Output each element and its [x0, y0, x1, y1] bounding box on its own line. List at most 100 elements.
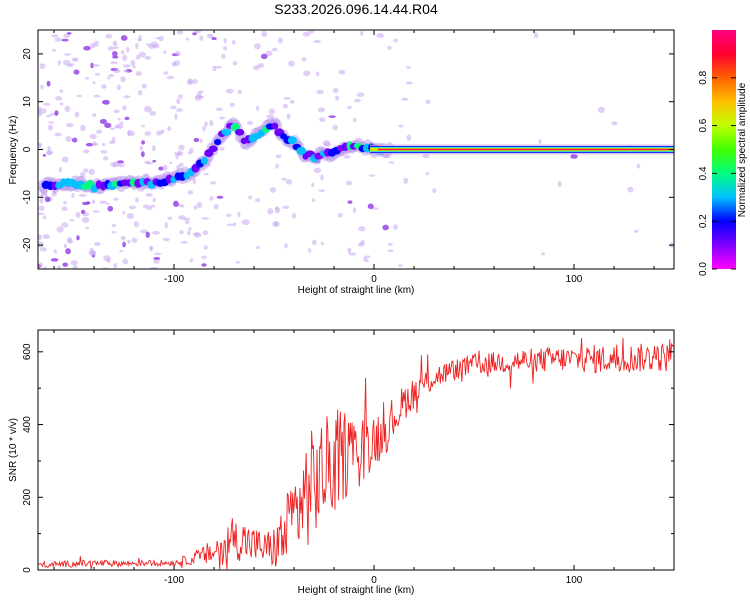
- spectrogram-noise-blob: [203, 172, 209, 176]
- spectrogram-noise-blob: [359, 30, 364, 36]
- spectrogram-noise-blob: [178, 215, 186, 220]
- spectrogram-noise-blob: [111, 224, 117, 228]
- spectrogram-noise-blob: [425, 172, 430, 176]
- spectrogram-ridge-blob: [213, 138, 222, 146]
- snr-frame: [37, 329, 675, 571]
- spectrogram-noise-blob: [317, 107, 325, 113]
- spectrogram-noise-blob: [225, 88, 234, 94]
- spectrogram-noise-blob: [54, 110, 59, 116]
- y-tick-label: 20: [22, 48, 33, 60]
- spectrogram-noise-blob: [120, 235, 126, 241]
- spectrogram-noise-blob: [108, 73, 115, 78]
- spectrogram-noise-blob: [107, 46, 115, 51]
- spectrogram-noise-blob: [557, 180, 562, 188]
- spectrogram-noise-blob: [47, 145, 51, 152]
- x-tick-label: 0: [371, 274, 377, 285]
- spectrogram-noise-blob: [171, 61, 177, 67]
- spectrogram-noise-blob: [265, 50, 273, 57]
- spectrogram-noise-blob: [284, 243, 288, 249]
- spectrogram-noise-blob: [142, 204, 150, 209]
- spectrogram-noise-blob: [254, 198, 261, 203]
- spectrogram-noise-blob: [203, 245, 208, 251]
- spectrogram-noise-blob: [127, 239, 131, 244]
- spectrogram-noise-blob: [123, 95, 131, 99]
- spectrogram-noise-blob: [611, 121, 618, 126]
- spectrogram-noise-blob: [149, 266, 158, 269]
- spectrogram-noise-blob: [135, 42, 139, 50]
- spectrogram-noise-blob: [71, 192, 75, 199]
- spectrogram-noise-blob: [256, 105, 260, 112]
- spectrogram-noise-blob: [107, 205, 114, 212]
- spectrogram-noise-blob: [387, 242, 393, 246]
- x-tick-label: 100: [566, 274, 583, 285]
- spectrogram-noise-blob: [83, 149, 90, 154]
- spectrogram-noise-blob: [246, 121, 254, 126]
- spectrogram-noise-blob: [212, 65, 217, 72]
- spectrogram-noise-blob: [226, 213, 232, 218]
- spectrogram-noise-blob: [163, 71, 169, 75]
- spectrogram-noise-blob: [102, 156, 109, 161]
- spectrogram-noise-blob: [156, 130, 162, 136]
- spectrogram-noise-blob: [124, 116, 130, 121]
- colorbar-tick-label: 0.0: [698, 262, 709, 276]
- spectrogram-noise-blob: [176, 108, 184, 113]
- spectrogram-noise-blob: [78, 193, 87, 197]
- spectrogram-noise-blob: [174, 152, 178, 156]
- spectrogram-noise-blob: [187, 190, 194, 195]
- spectrogram-noise-blob: [346, 105, 352, 109]
- spectrogram-noise-blob: [141, 83, 147, 89]
- spectrogram-ridge-blob: [234, 128, 245, 136]
- colorbar-label: Normalized spectral amplitude: [737, 82, 748, 217]
- spectrogram-noise-blob: [209, 120, 214, 127]
- spectrogram-noise-blob: [100, 150, 108, 154]
- spectrogram-noise-blob: [382, 224, 389, 231]
- spectrogram-noise-blob: [405, 81, 414, 85]
- spectrogram-noise-blob: [65, 248, 71, 255]
- spectrogram-noise-blob: [83, 45, 91, 51]
- spectrogram-noise-blob: [570, 154, 578, 159]
- spectrogram-ridge-blob: [208, 145, 218, 153]
- spectrogram-noise-blob: [345, 180, 353, 186]
- spectrogram-noise-blob: [40, 192, 48, 199]
- spectrogram-noise-blob: [120, 50, 125, 55]
- spectrogram-noise-blob: [71, 137, 78, 143]
- spectrogram-noise-blob: [38, 234, 43, 241]
- spectrogram-noise-blob: [319, 117, 326, 122]
- spectrogram-noise-blob: [110, 127, 116, 130]
- y-tick-label: -20: [22, 237, 33, 252]
- spectrogram-noise-blob: [338, 69, 346, 75]
- snr-background: [38, 330, 674, 570]
- spectrogram-noise-blob: [119, 121, 124, 125]
- spectrogram-noise-blob: [166, 75, 175, 80]
- spectrogram-noise-blob: [112, 50, 118, 57]
- spectrogram-noise-blob: [210, 181, 217, 185]
- spectrogram-noise-blob: [123, 69, 130, 73]
- spectrogram-noise-blob: [597, 106, 605, 114]
- spectrogram-noise-blob: [116, 84, 121, 91]
- spectrogram-noise-blob: [144, 160, 151, 165]
- spectrogram-noise-blob: [140, 151, 145, 158]
- spectrogram-noise-blob: [371, 207, 380, 210]
- spectrogram-noise-blob: [43, 215, 47, 220]
- spectrogram-noise-blob: [47, 124, 54, 131]
- spectrogram-noise-blob: [38, 212, 45, 216]
- spectrogram-noise-blob: [273, 221, 278, 226]
- spectrogram-noise-blob: [136, 54, 140, 60]
- snr-panel: -100 0 100 0 200 400 600 Height of straight li…: [8, 329, 675, 596]
- spectrogram-noise-blob: [277, 37, 283, 44]
- spectrogram-noise-blob: [235, 261, 241, 264]
- spectrogram-noise-blob: [61, 206, 68, 212]
- spectrogram-noise-blob: [85, 226, 90, 230]
- spectrogram-noise-blob: [176, 98, 181, 105]
- spectrogram-noise-blob: [193, 137, 200, 143]
- spectrogram-noise-blob: [85, 142, 94, 147]
- spectrogram-noise-blob: [127, 129, 131, 136]
- spectrogram-noise-blob: [59, 102, 64, 106]
- spectrogram-noise-blob: [84, 76, 90, 80]
- spectrogram-noise-blob: [164, 221, 168, 229]
- spectrogram-noise-blob: [180, 240, 188, 244]
- spectrogram-noise-blob: [393, 224, 398, 230]
- spectrogram-noise-blob: [406, 65, 411, 69]
- snr-xlabel: Height of straight line (km): [298, 585, 415, 596]
- spectrogram-noise-blob: [51, 48, 57, 52]
